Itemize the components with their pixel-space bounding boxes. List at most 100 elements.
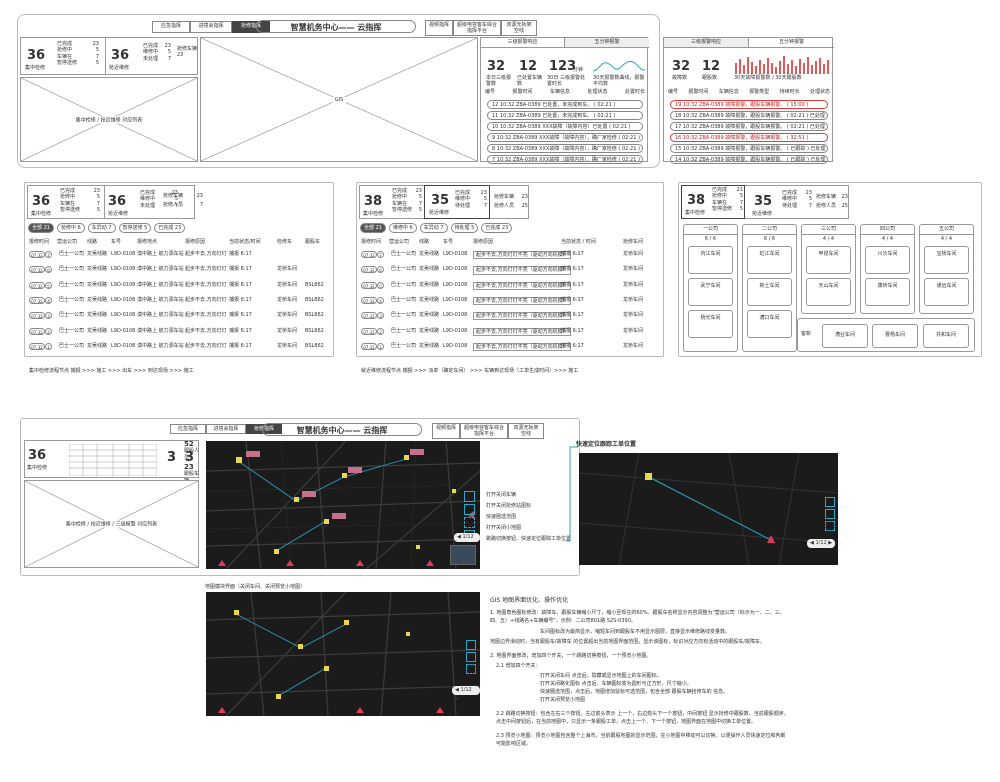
alarm-row[interactable]: 10 10:32 ZBA-0389 XXX故障（故障内容）已处置 ( 02:21…	[487, 122, 643, 131]
cell-car: L9D-0108	[111, 266, 136, 273]
toggle-stations-icon[interactable]	[466, 652, 476, 662]
table-row[interactable]: 07.32 1 巴士一公司 龙吴线路 L9D-0108 漠中路上 航力源车站 起步不去,方向…	[29, 342, 329, 353]
toggle-stations-icon[interactable]	[825, 509, 835, 519]
table-row[interactable]: 07.32 3 巴士一公司 龙吴线路 L9D-0108 漠中路上 航力源车站 起步不去,方向…	[29, 312, 329, 322]
tab-video[interactable]: 视频指挥	[432, 423, 460, 439]
prev-arrow-icon[interactable]: ◀	[455, 687, 459, 693]
depot-card[interactable]: 天山车间	[806, 278, 851, 306]
stat-nearby-count: 36	[111, 48, 130, 63]
cell-d: 07.32	[29, 266, 45, 274]
filter-pill[interactable]: 已完成 23	[154, 223, 186, 233]
fault-row[interactable]: 16 10:32 ZBA-0389 故障报警，跟股车辆报警。 ( 32:51 )	[670, 133, 828, 142]
alarm-row[interactable]: 11 10:32 ZBA-0389 已处置，未完成到车。 ( 02:21 )	[487, 111, 643, 120]
table-row[interactable]: 07.32 7 巴士一公司 龙吴线路 L9D-0108 起步不去,方向灯灯不亮（驱动方向机…	[361, 251, 659, 261]
depot-card[interactable]: 宝杨车间	[924, 246, 969, 274]
gis-dark-map[interactable]: ◀ 1/12 ▶	[206, 441, 480, 569]
cell-car: L9D-0108	[443, 296, 468, 303]
depot-card[interactable]: 通远车间	[924, 278, 969, 306]
track-switcher[interactable]: ◀ 1/12 ▶	[452, 686, 480, 702]
tab-level3[interactable]: 三级报警响应	[664, 38, 749, 48]
prev-arrow-icon[interactable]: ◀	[810, 540, 814, 546]
toggle-vehicles-icon[interactable]	[466, 640, 476, 650]
fault-row[interactable]: 18 10:32 ZBA-0389 故障报警，跟股车辆报警。 ( 02:21 )…	[670, 111, 828, 120]
fault-row[interactable]: 19 10:32 ZBA-0389 故障报警，跟股车辆报警。 ( 15:00 )	[670, 100, 828, 109]
depot-card[interactable]: 申昆车间	[806, 246, 851, 274]
tab-emergency[interactable]: 应急指挥	[152, 21, 190, 33]
filter-pill[interactable]: 全部 21	[28, 223, 54, 233]
filter-pill[interactable]: 暂停送修 5	[118, 223, 152, 233]
next-arrow-icon[interactable]: ▶	[828, 540, 833, 546]
filter-pill[interactable]: 全部 21	[360, 223, 386, 233]
table-row[interactable]: 07.32 7 巴士一公司 龙吴线路 L9D-0108 漠中路上 航力源车站 起步不去,方向…	[29, 251, 329, 261]
toggle-vehicles-icon[interactable]	[464, 491, 475, 502]
table-row[interactable]: 07.32 5 巴士一公司 龙吴线路 L9D-0108 漠中路上 航力源车站 起步不去,方向…	[29, 281, 329, 292]
filter-pill[interactable]: 待处理 5	[450, 223, 479, 233]
table-row[interactable]: 07.32 6 巴士一公司 龙吴线路 L9D-0108 起步不去,方向灯灯不亮（驱动方向机…	[361, 266, 659, 276]
filter-pill[interactable]: 已完成 23	[481, 223, 513, 233]
depot-card[interactable]: 杨光车间	[688, 310, 733, 338]
cell-n: 3	[45, 312, 52, 320]
depot-card[interactable]: 康桥车间	[865, 278, 910, 306]
tab-trolley[interactable]: 双源无轨架空线	[501, 20, 537, 36]
table-row[interactable]: 07.32 3 巴士一公司 龙吴线路 L9D-0108 起步不去,方向灯灯不亮（驱动方向机…	[361, 312, 659, 322]
tab-5min[interactable]: 五分钟报警	[749, 38, 834, 48]
notes-title: GIS 地图界面优化、操作优化	[490, 597, 569, 604]
tab-5min[interactable]: 五分钟报警	[565, 38, 649, 48]
depot-card[interactable]: 内江车间	[688, 246, 733, 274]
toggle-vehicles-icon[interactable]	[825, 497, 835, 507]
depot-card[interactable]: 川沙车间	[865, 246, 910, 274]
note-line: 地图边界滑动时，当有跟股车/故障车 的位置超出当前地图界面范围，显示该图标，标识…	[490, 639, 765, 645]
table-row[interactable]: 07.32 4 巴士一公司 龙吴线路 L9D-0108 漠中路上 航力源车站 起步不去,方向…	[29, 296, 329, 307]
filter-pill[interactable]: 车异动 7	[87, 223, 116, 233]
gis-map-placeholder[interactable]: GIS	[200, 37, 478, 162]
cell-n: 3	[377, 312, 384, 320]
tab-border[interactable]: 进境会指挥	[206, 424, 246, 434]
table-row[interactable]: 07.32 5 巴士一公司 龙吴线路 L9D-0108 起步不去,方向灯灯不亮（驱动方向机…	[361, 281, 659, 292]
prev-arrow-icon[interactable]: ◀	[457, 534, 461, 540]
lasso-select-icon[interactable]	[464, 517, 475, 528]
table-row[interactable]: 07.32 1 巴士一公司 龙吴线路 L9D-0108 起步不去,方向灯灯不亮（驱动方向机…	[361, 342, 659, 353]
filter-pill[interactable]: 抢修中 6	[56, 223, 85, 233]
next-arrow-icon[interactable]: ▶	[455, 696, 459, 702]
bottom-depot[interactable]: 曹杨车间	[872, 324, 918, 348]
table-row[interactable]: 07.32 2 巴士一公司 龙吴线路 L9D-0108 漠中路上 航力源车站 起步不去,方向…	[29, 327, 329, 338]
lasso-select-icon[interactable]	[825, 521, 835, 531]
tab-video[interactable]: 视频指挥	[425, 20, 453, 36]
alarm-row[interactable]: 8 10:32 ZBA-0389 XXX故障（故障内容），确厂家检修 ( 02:…	[487, 144, 643, 153]
filter-pill[interactable]: 车异动 7	[419, 223, 448, 233]
alarm-row[interactable]: 12 10:32 ZBA-0389 已处置，未完成到车。 ( 02:21 )	[487, 100, 643, 109]
zoomed-map[interactable]: ◀ 1/12 ▶	[579, 453, 838, 565]
fault-row[interactable]: 14 10:32 ZBA-0389 故障报警，跟股车辆报警。 ( 已跟踪 ) 已…	[670, 155, 828, 164]
depot-name: 武宁车间	[700, 283, 721, 289]
tab-supercap[interactable]: 超级电容客车综合指挥平台	[460, 423, 508, 439]
table-row[interactable]: 07.32 6 巴士一公司 龙吴线路 L9D-0108 漠中路上 航力源车站 起步不去,方向…	[29, 266, 329, 276]
depot-card[interactable]: 新土车间	[747, 278, 792, 306]
nearby-selected[interactable]: 35 抢近维修 已完成 23 维修中 5 待处理 7	[424, 185, 490, 219]
table-row[interactable]: 07.32 4 巴士一公司 龙吴线路 L9D-0108 起步不去,方向灯灯不亮（驱动方向机…	[361, 296, 659, 307]
depot-card[interactable]: 武宁车间	[688, 278, 733, 306]
toggle-stations-icon[interactable]	[464, 504, 475, 515]
depot-card[interactable]: 虹江车间	[747, 246, 792, 274]
row-label: 车辆在	[712, 199, 728, 206]
cell-p: BSL862	[305, 296, 324, 303]
table-row[interactable]: 07.32 2 巴士一公司 龙吴线路 L9D-0108 起步不去,方向灯灯不亮（驱动方向机…	[361, 327, 659, 338]
bottom-depot[interactable]: 漕业车间	[822, 324, 868, 348]
tab-emergency[interactable]: 应急指挥	[170, 424, 206, 434]
tab-trolley[interactable]: 双源无轨架空线	[508, 423, 544, 439]
lasso-select-icon[interactable]	[466, 664, 476, 674]
central-selected[interactable]: 38 集中检修 已完成 21 抢修中 5 车辆在 7 暂停送修 5	[681, 185, 745, 219]
bottom-depot[interactable]: 共和车间	[923, 324, 969, 348]
tab-border[interactable]: 进境会指挥	[190, 21, 232, 33]
track-switcher[interactable]: ◀ 1/12 ▶	[807, 539, 836, 548]
alarm-row[interactable]: 9 10:32 ZBA-0389 XXX故障（故障内容），确厂家检修 ( 02:…	[487, 133, 643, 142]
alarm-row[interactable]: 7 10:32 ZBA-0389 XXX故障（故障内容），确厂家检修 ( 02:…	[487, 155, 643, 164]
fault-row[interactable]: 15 10:32 ZBA-0389 故障报警，跟股车辆报警。 ( 已跟踪 ) 已…	[670, 144, 828, 153]
tab-level3[interactable]: 三级报警响应	[481, 38, 565, 48]
gis-dark-map-2[interactable]: ◀ 1/12 ▶	[206, 592, 480, 716]
depot-card[interactable]: 漕口车间	[747, 310, 792, 338]
track-switcher[interactable]: ◀ 1/12 ▶	[454, 533, 480, 549]
filter-pill[interactable]: 维修中 6	[388, 223, 417, 233]
tab-supercap[interactable]: 超级电容客车综合指挥平台	[453, 20, 501, 36]
minimap[interactable]	[450, 545, 476, 565]
fault-row[interactable]: 17 10:32 ZBA-0389 故障报警，跟股车辆报警。 ( 02:21 )…	[670, 122, 828, 131]
